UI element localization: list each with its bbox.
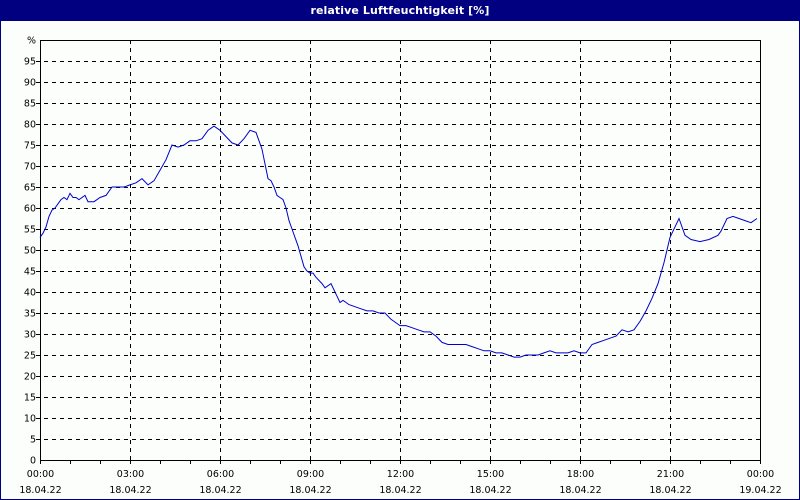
y-tick-label: 50 [24,246,36,257]
x-tick-time-label: 21:00 [657,469,684,480]
humidity-series-line [39,125,758,358]
chart-title: relative Luftfeuchtigkeit [%] [1,1,799,21]
x-tick-time-label: 18:00 [567,469,594,480]
x-tick-time-label: 00:00 [747,469,774,480]
y-tick-label: 60 [24,204,36,215]
x-tick-date-label: 18.04.22 [379,485,421,496]
y-tick-label: 25 [24,351,36,362]
axes [40,40,761,464]
x-tick-date-label: 18.04.22 [199,485,241,496]
y-tick-label: 20 [24,372,36,383]
y-tick-label: 10 [24,414,36,425]
y-tick-label: 35 [24,309,36,320]
y-axis-labels: 0 5 10 15 20 25 30 35 40 45 50 55 60 65 70 75 80 85 90 95% [24,36,36,467]
x-axis-labels: 00:00 18.04.22 03:00 18.04.22 06:00 18.04.22 0… [19,469,781,496]
x-tick-date-label: 18.04.22 [649,485,691,496]
grid-lines [36,40,760,464]
x-tick-date-label: 18.04.22 [469,485,511,496]
y-tick-label: 85 [24,99,36,110]
y-tick-label: 70 [24,162,36,173]
y-tick-label: % [27,36,36,47]
y-tick-label: 90 [24,78,36,89]
y-tick-label: 5 [30,435,36,446]
x-tick-date-label: 18.04.22 [19,485,61,496]
x-tick-date-label: 18.04.22 [109,485,151,496]
y-tick-label: 80 [24,120,36,131]
x-tick-time-label: 06:00 [207,469,234,480]
x-tick-date-label: 18.04.22 [289,485,331,496]
y-tick-label: 95 [24,57,36,68]
x-tick-date-label: 18.04.22 [559,485,601,496]
x-tick-time-label: 15:00 [477,469,504,480]
x-tick-time-label: 12:00 [387,469,414,480]
y-tick-label: 0 [30,456,36,467]
y-tick-label: 55 [24,225,36,236]
x-tick-time-label: 03:00 [117,469,144,480]
y-tick-label: 30 [24,330,36,341]
y-tick-label: 75 [24,141,36,152]
y-tick-label: 65 [24,183,36,194]
x-tick-date-label: 19.04.22 [739,485,781,496]
x-tick-time-label: 09:00 [297,469,324,480]
y-tick-label: 45 [24,267,36,278]
y-tick-label: 40 [24,288,36,299]
x-tick-time-label: 00:00 [27,469,54,480]
y-tick-label: 15 [24,393,36,404]
